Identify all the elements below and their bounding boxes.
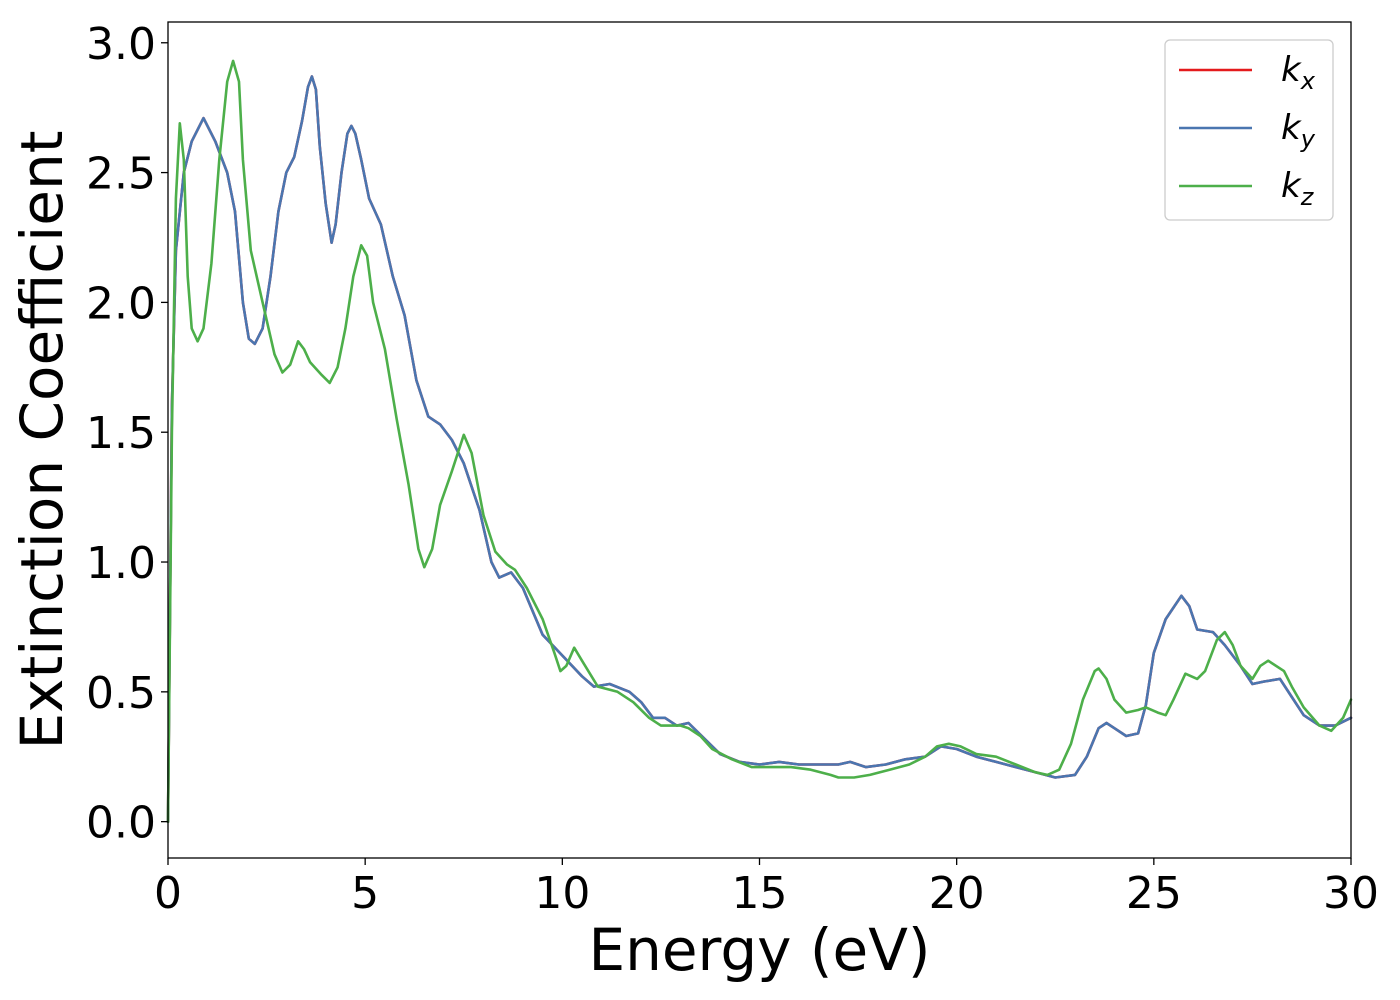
y-tick-label: 0.5 <box>86 668 156 719</box>
y-tick-label: 2.0 <box>86 278 156 329</box>
series-line-kz <box>166 59 1353 823</box>
series-line-ky <box>166 75 1353 823</box>
x-axis-label: Energy (eV) <box>588 916 930 984</box>
x-tick-label: 15 <box>732 868 788 919</box>
legend-frame <box>1164 39 1334 221</box>
x-tick-label: 5 <box>351 868 379 919</box>
y-axis-label: Extinction Coefficient <box>8 131 76 750</box>
y-tick-label: 2.5 <box>86 149 156 200</box>
y-axis-ticks: 0.0 0.5 1.0 1.5 2.0 2.5 3.0 <box>86 19 168 849</box>
x-tick-label: 25 <box>1126 868 1182 919</box>
x-tick-label: 10 <box>534 868 590 919</box>
x-tick-label: 20 <box>929 868 985 919</box>
y-tick-label: 3.0 <box>86 19 156 70</box>
x-tick-label: 30 <box>1323 868 1379 919</box>
x-axis-ticks: 0 5 10 15 20 25 30 <box>154 858 1379 919</box>
y-tick-label: 1.0 <box>86 538 156 589</box>
series-lines <box>166 59 1353 823</box>
x-tick-label: 0 <box>154 868 182 919</box>
y-tick-label: 1.5 <box>86 408 156 459</box>
y-tick-label: 0.0 <box>86 798 156 849</box>
